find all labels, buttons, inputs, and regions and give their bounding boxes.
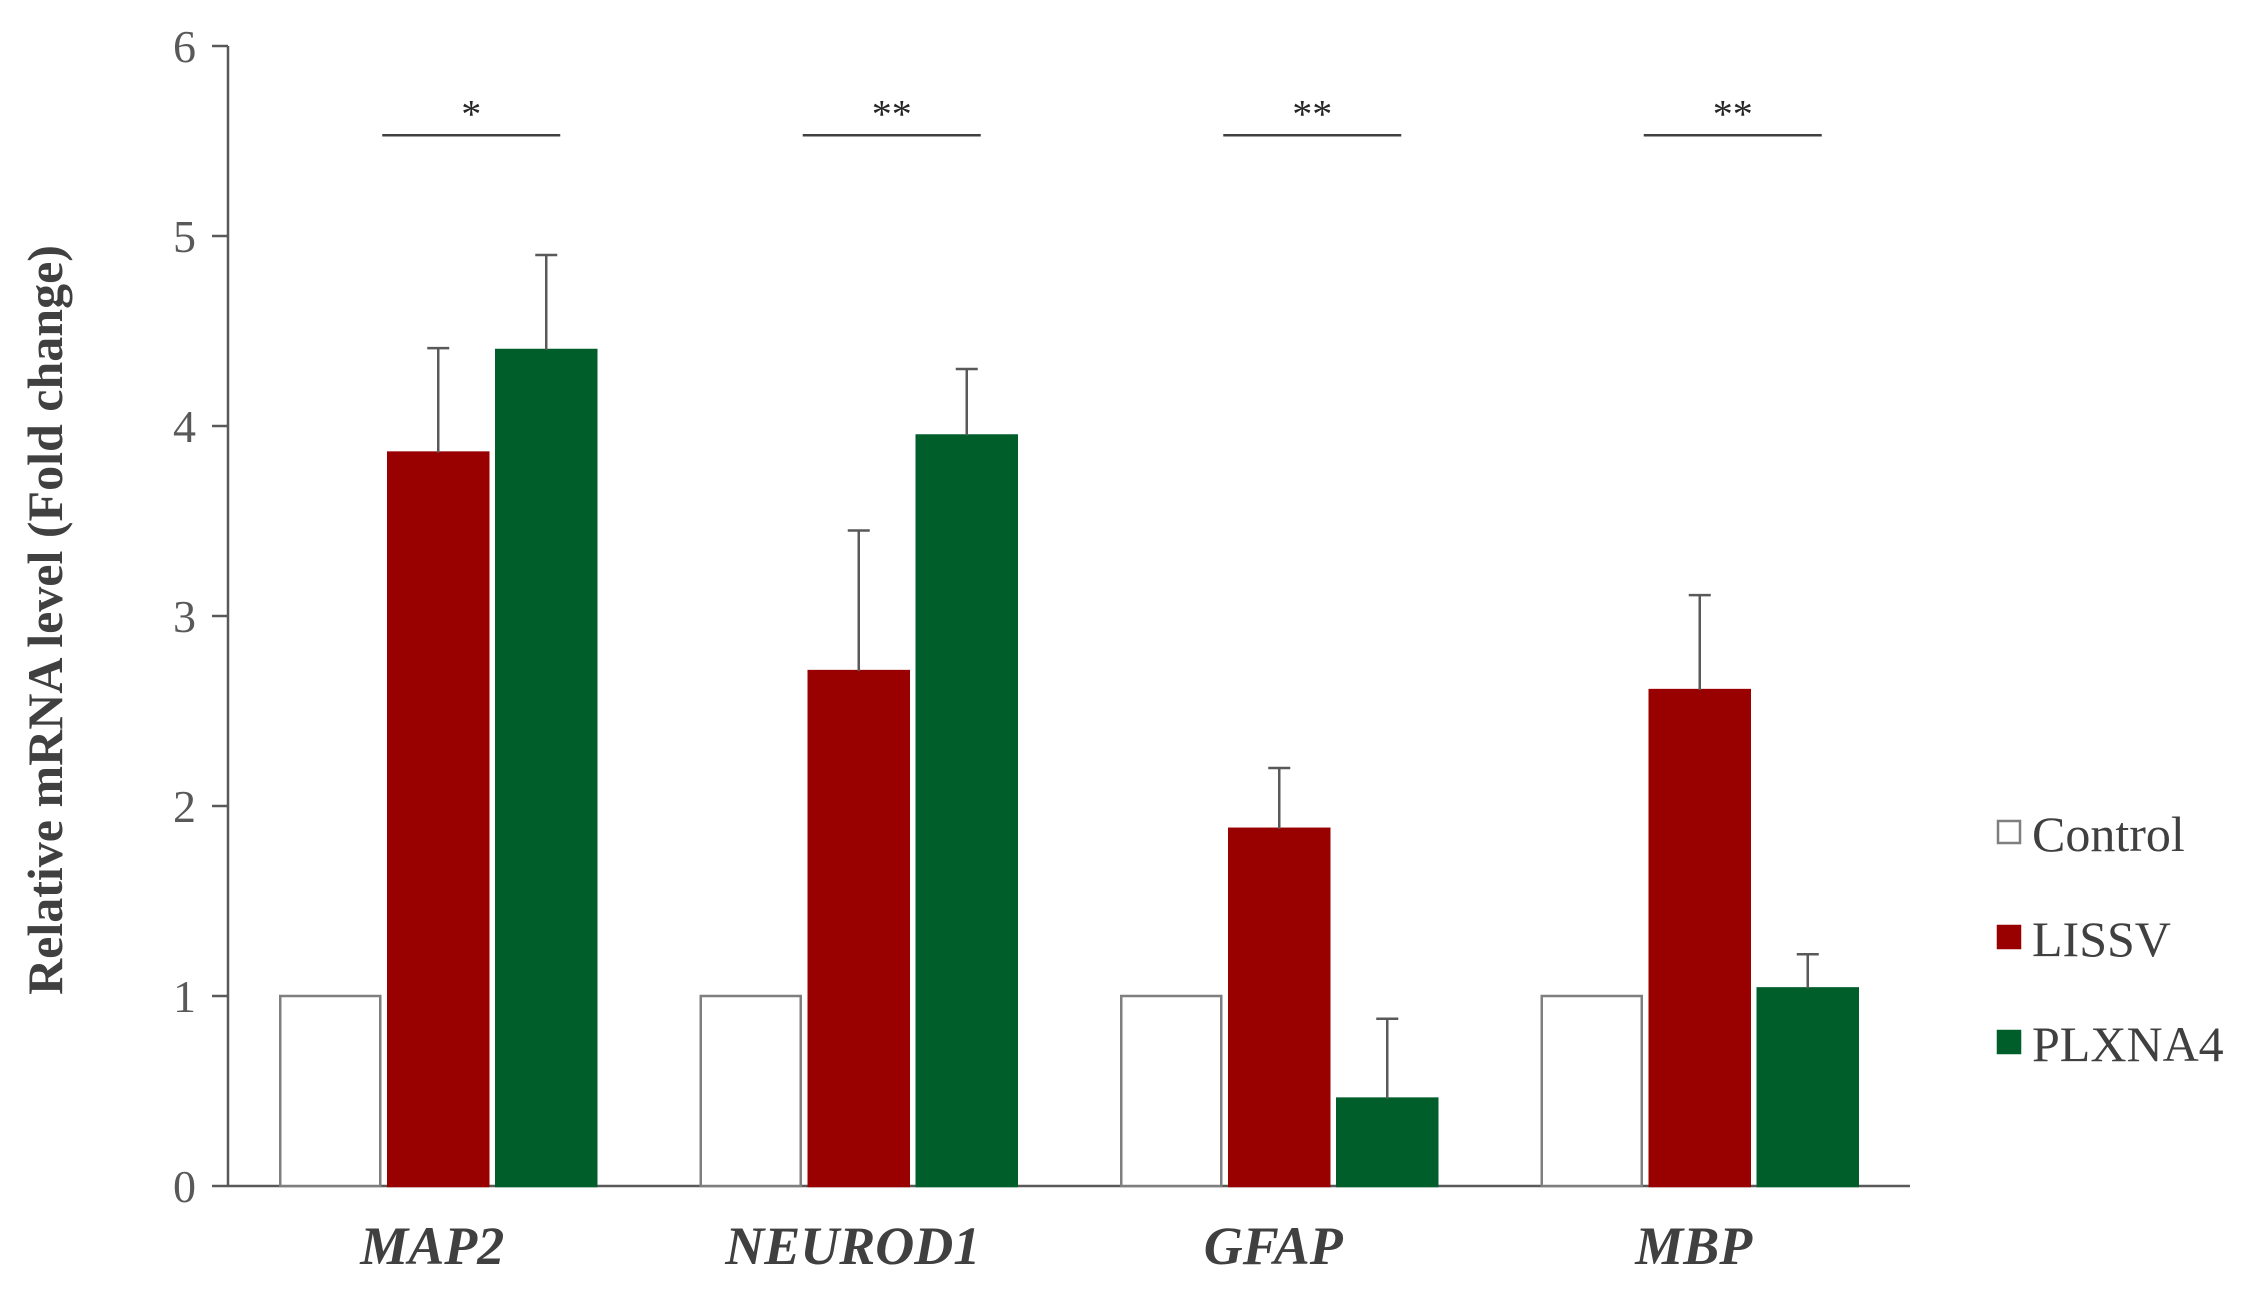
y-tick-label: 6 bbox=[173, 21, 196, 72]
y-tick-label: 1 bbox=[173, 971, 196, 1022]
significance-label: * bbox=[461, 91, 481, 136]
legend-label-plxna4: PLXNA4 bbox=[2032, 1016, 2224, 1072]
y-tick-label: 2 bbox=[173, 781, 196, 832]
significance-label: ** bbox=[872, 91, 912, 136]
x-category-label: MBP bbox=[1634, 1216, 1753, 1276]
bars bbox=[279, 348, 1859, 1188]
y-tick-label: 0 bbox=[173, 1161, 196, 1212]
bar-control-mbp bbox=[1540, 994, 1643, 1188]
axis-labels: MAP2 NEUROD1 GFAP MBP bbox=[359, 1216, 1753, 1276]
bar-lissv-neurod1 bbox=[807, 669, 910, 1188]
significance-markers: * ** ** ** bbox=[382, 91, 1822, 137]
bar-control-map2 bbox=[279, 994, 382, 1188]
bar-lissv-mbp bbox=[1648, 688, 1751, 1188]
legend-label-control: Control bbox=[2032, 806, 2185, 862]
x-category-label: NEUROD1 bbox=[724, 1216, 980, 1276]
legend-swatch-control bbox=[1996, 819, 2022, 845]
error-bars bbox=[427, 253, 1819, 1099]
bar-lissv-gfap bbox=[1228, 827, 1331, 1188]
y-tick-label: 4 bbox=[173, 401, 196, 452]
significance-label: ** bbox=[1292, 91, 1332, 136]
x-category-label: GFAP bbox=[1204, 1216, 1344, 1276]
y-tick-label: 5 bbox=[173, 211, 196, 262]
bar-lissv-map2 bbox=[387, 451, 490, 1188]
y-axis-title: Relative mRNA level (Fold change) bbox=[17, 245, 73, 995]
bar-control-neurod1 bbox=[699, 994, 802, 1188]
x-category-label: MAP2 bbox=[359, 1216, 504, 1276]
y-tick-label: 3 bbox=[173, 591, 196, 642]
bar-plxna4-gfap bbox=[1336, 1097, 1439, 1188]
legend-swatch-lissv bbox=[1996, 924, 2022, 950]
bar-control-gfap bbox=[1120, 994, 1223, 1188]
legend: Control LISSV PLXNA4 bbox=[1996, 806, 2224, 1072]
bar-plxna4-map2 bbox=[495, 348, 598, 1188]
legend-swatch-plxna4 bbox=[1996, 1029, 2022, 1055]
legend-label-lissv: LISSV bbox=[2032, 911, 2171, 967]
bar-plxna4-neurod1 bbox=[915, 434, 1018, 1188]
significance-label: ** bbox=[1713, 91, 1753, 136]
bar-plxna4-mbp bbox=[1756, 987, 1859, 1188]
